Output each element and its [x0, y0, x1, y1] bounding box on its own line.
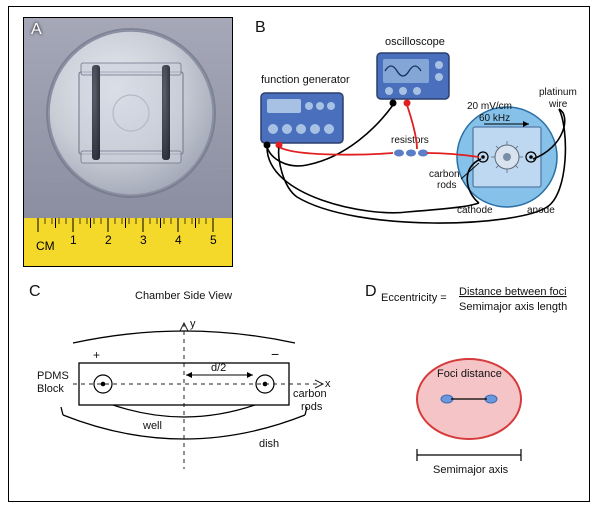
y-axis-label: y — [190, 318, 196, 330]
panel-d-svg: Eccentricity = Distance between foci Sem… — [359, 279, 579, 495]
d2-label: d/2 — [211, 362, 226, 374]
minus-sign: − — [271, 346, 279, 362]
carbon-rods-label-1: carbon — [429, 169, 460, 180]
fn-gen-label: function generator — [261, 74, 350, 86]
pdms-label-2: Block — [37, 383, 64, 395]
foci-distance-label: Foci distance — [437, 368, 502, 380]
ruler-unit: CM — [36, 239, 55, 253]
panel-a-photo: CM 1 2 3 4 5 — [23, 17, 233, 267]
ruler-4: 4 — [175, 233, 182, 247]
panel-c-title: Chamber Side View — [135, 290, 232, 302]
carbon-rods-c-1: carbon — [293, 388, 327, 400]
scope-label: oscilloscope — [385, 36, 445, 48]
semimajor-label: Semimajor axis — [433, 464, 509, 476]
pdms-label-1: PDMS — [37, 370, 69, 382]
ecc-num: Distance between foci — [459, 286, 567, 298]
carbon-rod-right-photo — [162, 65, 170, 160]
ruler-1: 1 — [70, 233, 77, 247]
panel-a-label: A — [31, 21, 42, 39]
resistors — [394, 150, 428, 157]
panel-a-svg: CM 1 2 3 4 5 — [24, 18, 233, 267]
function-generator — [261, 93, 343, 149]
carbon-rods-c-2: rods — [301, 401, 323, 413]
plus-sign: + — [93, 348, 100, 362]
oscilloscope — [377, 53, 449, 107]
wire-red-fg — [279, 147, 393, 155]
ecc-label: Eccentricity = — [381, 292, 447, 304]
well-label: well — [142, 420, 162, 432]
ruler-2: 2 — [105, 233, 112, 247]
pt-wire-label-2: wire — [548, 99, 568, 110]
dish-label: dish — [259, 438, 279, 450]
field-label: 20 mV/cm — [467, 101, 512, 112]
panel-c-svg: Chamber Side View y + − x d/2 well — [23, 279, 343, 495]
figure-frame: A — [8, 6, 590, 502]
freq-label: 60 kHz — [479, 113, 510, 124]
pt-wire-label-1: platinum — [539, 87, 577, 98]
panel-b-svg: function generator oscilloscope — [247, 17, 582, 267]
resistors-label: resistors — [391, 135, 429, 146]
ecc-den: Semimajor axis length — [459, 301, 567, 313]
ruler-5: 5 — [210, 233, 217, 247]
carbon-rods-label-2: rods — [437, 180, 456, 191]
ruler-3: 3 — [140, 233, 147, 247]
carbon-rod-left-photo — [92, 65, 100, 160]
